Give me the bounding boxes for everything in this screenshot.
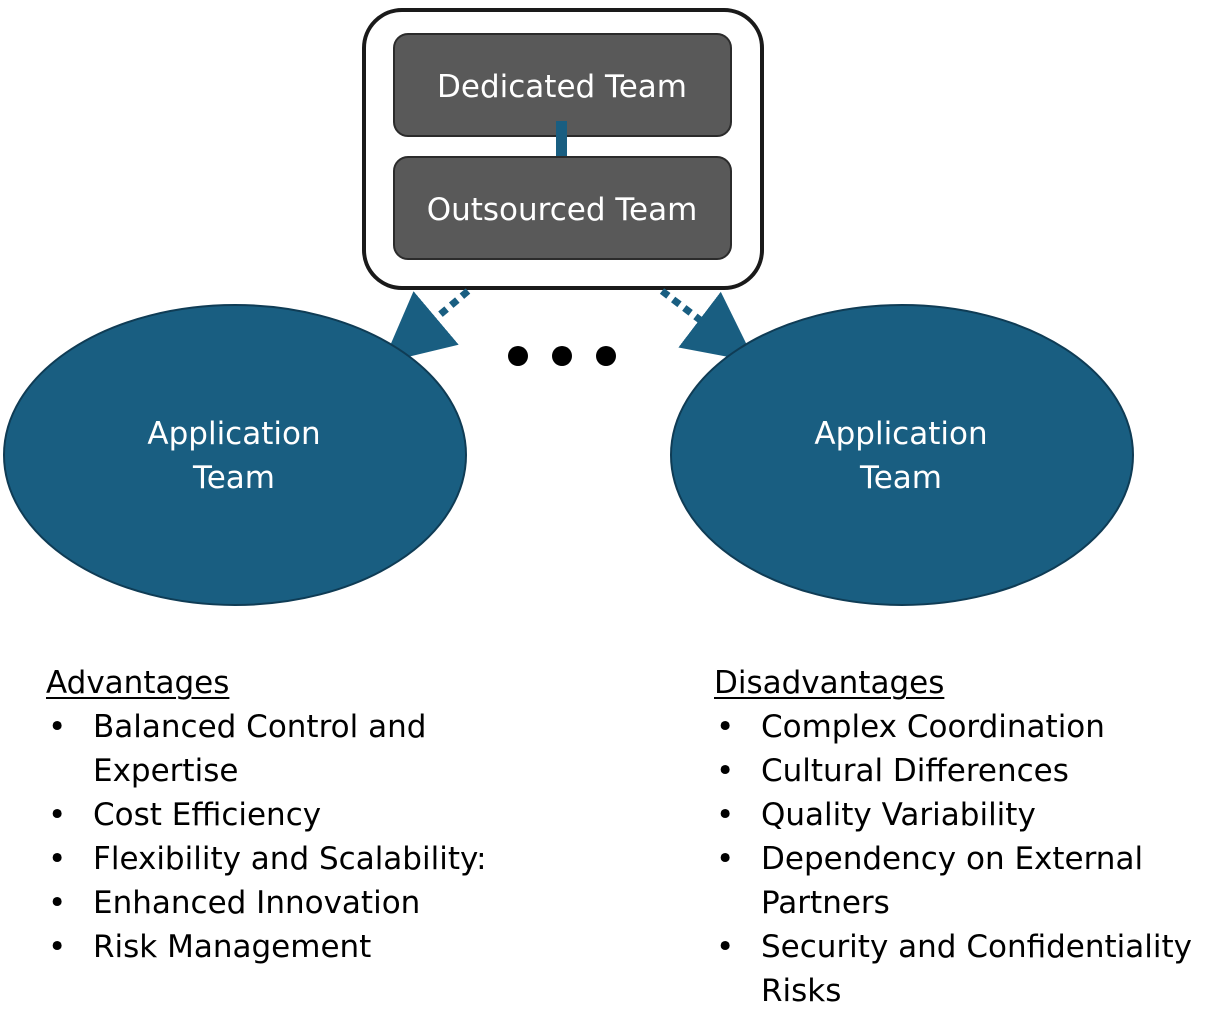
- advantage-item: Enhanced Innovation: [46, 881, 526, 925]
- disadvantages-section: Disadvantages Complex Coordination Cultu…: [714, 661, 1204, 1013]
- ellipsis-dot: [552, 346, 572, 366]
- advantage-item: Balanced Control and Expertise: [46, 705, 526, 793]
- right-team-label-line2: Team: [859, 460, 942, 496]
- disadvantage-item: Complex Coordination: [714, 705, 1204, 749]
- advantages-heading: Advantages: [46, 665, 230, 701]
- disadvantage-item: Dependency on External Partners: [714, 837, 1204, 925]
- left-application-team-ellipse: [3, 304, 467, 606]
- right-team-label-line1: Application: [814, 416, 987, 452]
- disadvantages-heading: Disadvantages: [714, 665, 945, 701]
- disadvantages-list: Complex Coordination Cultural Difference…: [714, 705, 1204, 1013]
- left-team-label-line2: Team: [192, 460, 275, 496]
- disadvantage-item: Cultural Differences: [714, 749, 1204, 793]
- team-connector: [556, 121, 567, 167]
- advantage-item: Risk Management: [46, 925, 526, 969]
- dedicated-team-label: Dedicated Team: [437, 69, 687, 105]
- advantages-section: Advantages Balanced Control and Expertis…: [46, 661, 526, 969]
- ellipsis-dot: [596, 346, 616, 366]
- disadvantage-item: Security and Confidentiality Risks: [714, 925, 1204, 1013]
- left-team-label-line1: Application: [147, 416, 320, 452]
- advantage-item: Cost Efficiency: [46, 793, 526, 837]
- right-application-team-ellipse: [670, 304, 1134, 606]
- diagram-canvas: Dedicated Team Outsourced Team Applicati…: [3, 8, 1134, 606]
- ellipsis-dot: [508, 346, 528, 366]
- outsourced-team-label: Outsourced Team: [427, 192, 698, 228]
- arrow-to-left-team: [382, 288, 471, 364]
- advantages-list: Balanced Control and Expertise Cost Effi…: [46, 705, 526, 969]
- outsourced-team-box: [393, 156, 732, 260]
- disadvantage-item: Quality Variability: [714, 793, 1204, 837]
- advantage-item: Flexibility and Scalability:: [46, 837, 526, 881]
- arrow-to-right-team: [659, 288, 756, 362]
